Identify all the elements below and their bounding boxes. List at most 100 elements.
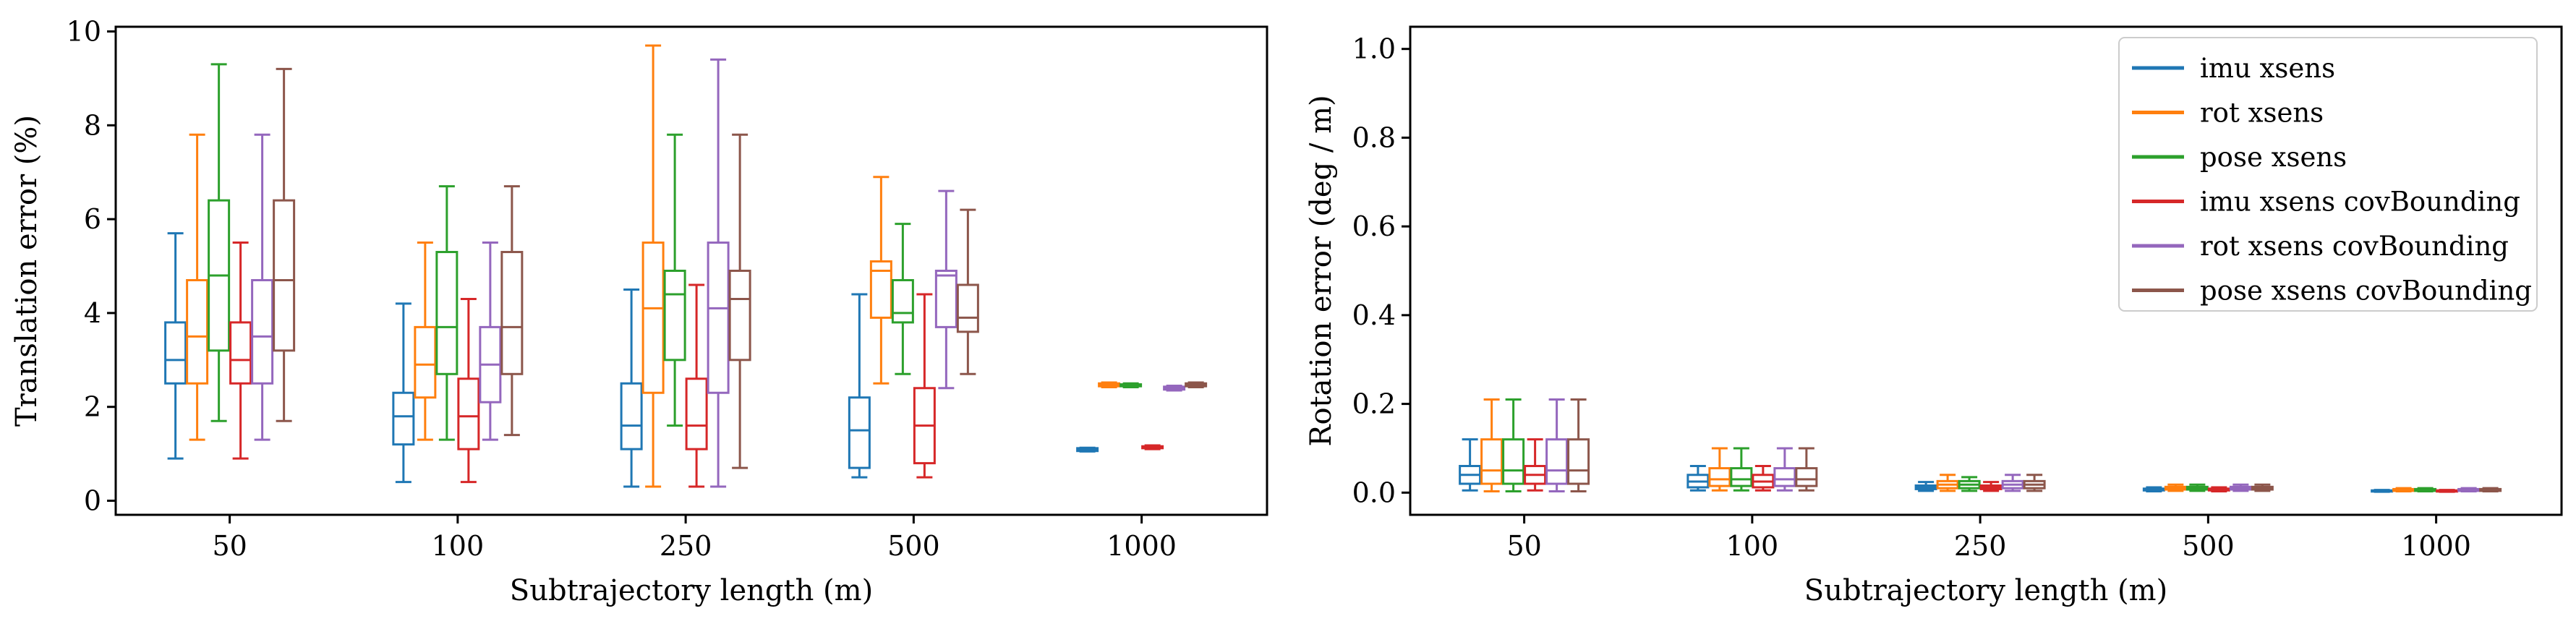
box-iqr (848, 396, 871, 469)
translation-boxes (164, 44, 1208, 488)
box-2-100 (414, 242, 437, 441)
legend: imu xsens rot xsens pose xsens imu xsens co… (2118, 37, 2538, 312)
box-2-1000 (1098, 381, 1121, 388)
box-iqr (663, 270, 686, 362)
y-tick-label: 0.6 (1352, 210, 1396, 242)
box-4-500 (913, 293, 936, 479)
box-1-250 (620, 288, 643, 488)
box-iqr (1480, 438, 1504, 485)
x-tick-label: 100 (432, 530, 485, 562)
box-5-100 (1773, 447, 1796, 492)
box-iqr (891, 278, 914, 324)
box-3-500 (2185, 483, 2209, 492)
box-5-100 (479, 242, 502, 441)
box-4-1000 (1141, 444, 1164, 450)
box-1-100 (1686, 465, 1710, 492)
legend-label: rot xsens covBounding (2200, 231, 2509, 262)
box-4-50 (229, 242, 252, 460)
rotation-y-axis-label: Rotation error (deg / m) (1305, 95, 1338, 446)
box-iqr (1708, 467, 1731, 487)
box-3-100 (435, 185, 459, 441)
y-tick-label: 8 (84, 109, 101, 141)
legend-label: imu xsens (2200, 53, 2335, 84)
box-5-500 (2229, 483, 2252, 492)
rotation-y-axis: 0.0 0.2 0.4 0.6 0.8 1.0 (1352, 33, 1410, 508)
box-iqr (1795, 467, 1818, 487)
box-5-1000 (1163, 385, 1186, 392)
x-tick-label: 1000 (2401, 530, 2471, 562)
legend-frame (2118, 37, 2538, 312)
translation-y-axis: 0 2 4 6 8 10 (67, 15, 116, 517)
x-tick-label: 250 (1954, 530, 2007, 562)
rotation-plot-frame (1409, 25, 2563, 516)
box-1-50 (1459, 438, 1482, 492)
legend-item: imu xsens (2132, 53, 2335, 84)
box-4-100 (457, 297, 480, 484)
legend-item: rot xsens covBounding (2132, 231, 2509, 262)
box-5-250 (707, 58, 730, 488)
box-iqr (435, 251, 459, 375)
y-tick-label: 0.0 (1352, 476, 1396, 508)
legend-label: rot xsens (2200, 98, 2324, 129)
box-3-250 (663, 133, 686, 427)
box-iqr (164, 321, 187, 385)
box-2-250 (641, 44, 665, 488)
x-tick-label: 50 (212, 530, 247, 562)
translation-plot-frame (114, 25, 1268, 516)
box-3-100 (1730, 447, 1753, 492)
box-iqr (414, 325, 437, 399)
rotation-x-axis: 50 100 250 500 1000 (1506, 515, 2471, 562)
box-iqr (229, 321, 252, 385)
box-1-1000 (1076, 446, 1099, 453)
box-1-250 (1914, 481, 1937, 492)
box-2-1000 (2392, 487, 2415, 492)
box-1-50 (164, 232, 187, 460)
box-iqr (685, 377, 708, 450)
box-6-500 (956, 208, 979, 375)
y-tick-label: 0.4 (1352, 299, 1396, 331)
box-6-1000 (1185, 381, 1208, 388)
legend-label: pose xsens (2200, 142, 2347, 173)
translation-error-chart: 0 2 4 6 8 10 50 100 250 500 1000 Translation erro… (10, 15, 1268, 607)
box-1-500 (2142, 486, 2165, 492)
box-iqr (1502, 438, 1525, 485)
rotation-x-axis-label: Subtrajectory length (m) (1804, 574, 2167, 607)
box-5-50 (1545, 398, 1569, 492)
x-tick-label: 100 (1726, 530, 1779, 562)
y-tick-label: 10 (67, 15, 101, 47)
box-iqr (707, 242, 730, 394)
box-2-500 (869, 176, 892, 385)
box-iqr (273, 199, 296, 352)
box-iqr (500, 251, 524, 375)
x-tick-label: 500 (2182, 530, 2235, 562)
box-2-250 (1936, 474, 1959, 492)
box-iqr (1545, 438, 1569, 485)
box-iqr (1567, 438, 1590, 485)
box-5-1000 (2457, 487, 2481, 492)
legend-label: pose xsens covBounding (2200, 275, 2532, 307)
box-3-500 (891, 223, 914, 375)
box-6-250 (2023, 474, 2046, 492)
legend-label: imu xsens covBounding (2200, 187, 2520, 218)
box-2-50 (186, 133, 209, 441)
box-6-500 (2251, 483, 2274, 492)
box-3-1000 (2414, 487, 2437, 492)
x-tick-label: 1000 (1106, 530, 1177, 562)
translation-x-axis: 50 100 250 500 1000 (212, 515, 1177, 562)
box-iqr (620, 382, 643, 450)
y-tick-label: 2 (84, 391, 101, 423)
box-iqr (956, 283, 979, 333)
legend-items: imu xsens rot xsens pose xsens imu xsens co… (2132, 53, 2532, 307)
box-5-250 (2001, 474, 2024, 492)
x-tick-label: 500 (887, 530, 940, 562)
legend-item: pose xsens covBounding (2132, 275, 2532, 307)
box-3-250 (1958, 476, 1981, 492)
box-iqr (1773, 467, 1796, 487)
box-4-250 (1979, 481, 2003, 492)
y-tick-label: 0 (84, 485, 101, 517)
rotation-boxes (1459, 398, 2502, 493)
box-iqr (641, 242, 665, 394)
legend-item: pose xsens (2132, 142, 2347, 173)
box-iqr (392, 391, 415, 446)
